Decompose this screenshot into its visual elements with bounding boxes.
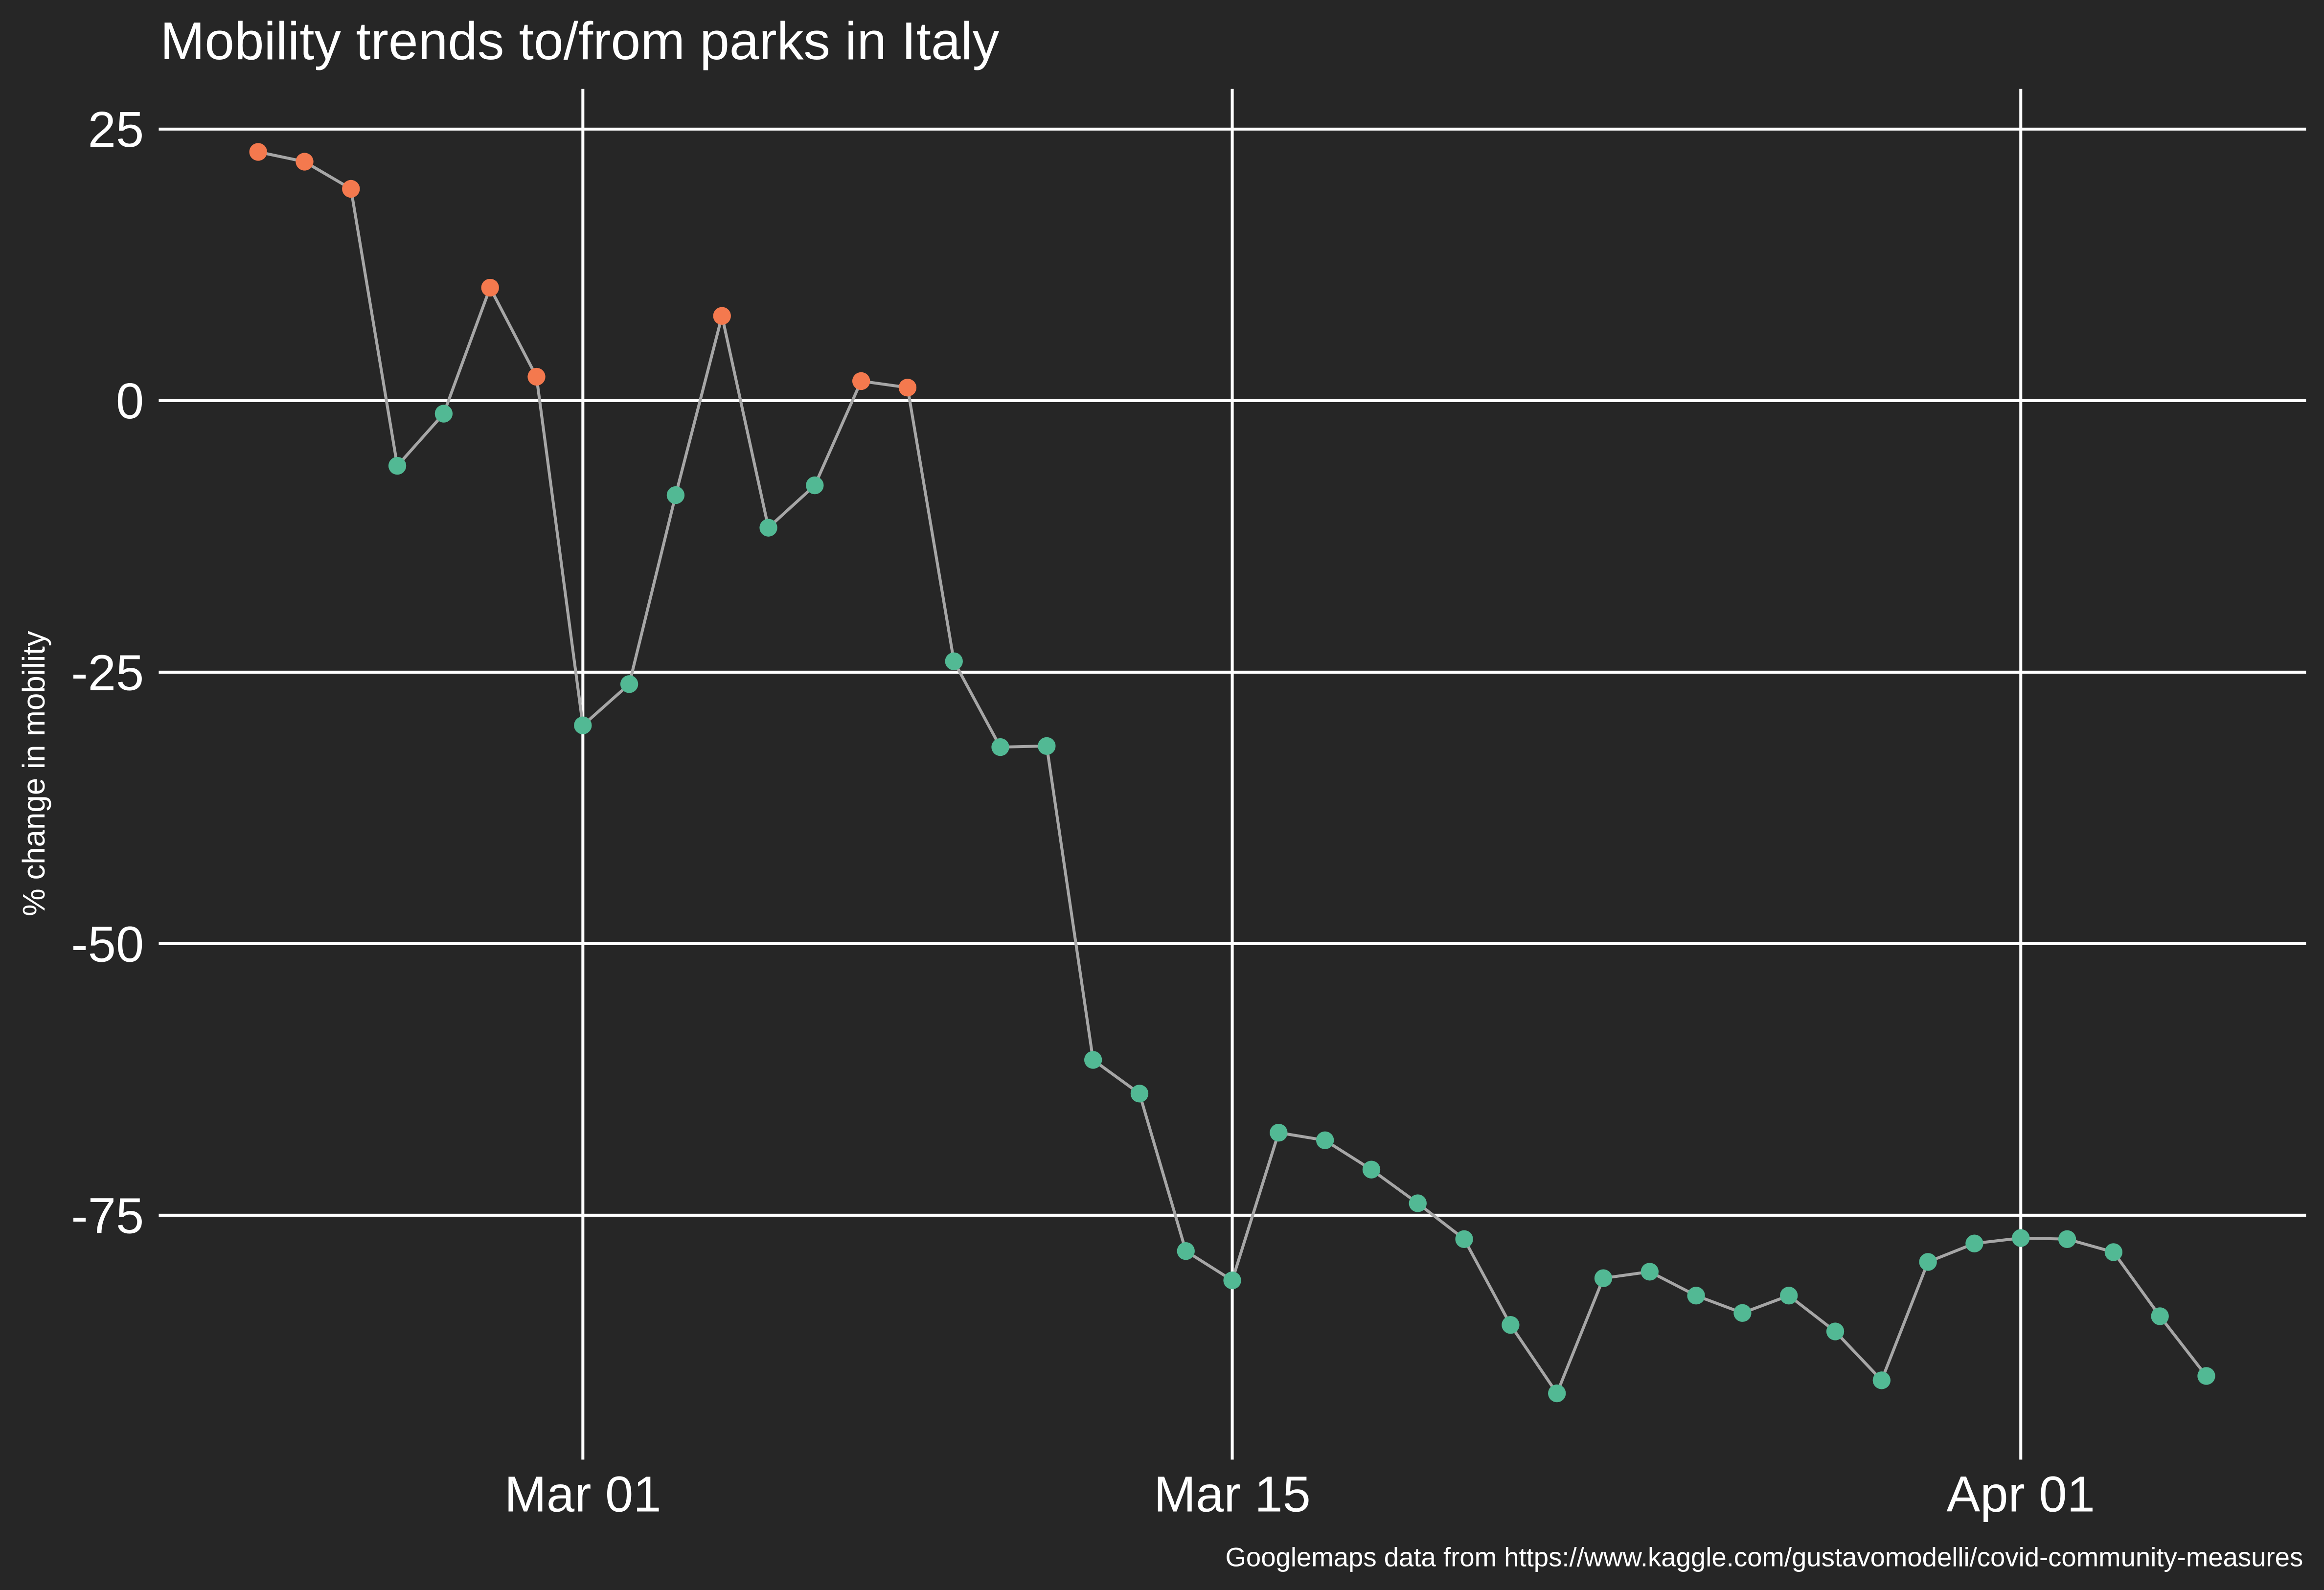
point (852, 372, 870, 390)
point (1270, 1124, 1288, 1142)
x-tick-label: Mar 01 (504, 1466, 661, 1522)
point (1594, 1269, 1613, 1287)
point (1502, 1316, 1520, 1334)
point (2151, 1307, 2169, 1325)
point (1130, 1085, 1149, 1103)
point (342, 180, 360, 198)
y-tick-label: 25 (88, 101, 144, 158)
y-axis-label: % change in mobility (17, 631, 51, 916)
chart-title: Mobility trends to/from parks in Italy (160, 11, 999, 71)
point (666, 486, 685, 504)
point (1872, 1371, 1891, 1389)
point (2058, 1230, 2076, 1248)
point (1362, 1160, 1381, 1179)
point (1455, 1230, 1473, 1248)
y-tick-label: -25 (71, 644, 144, 701)
point (1965, 1234, 1983, 1252)
point (574, 716, 592, 734)
point (434, 405, 453, 423)
point (1919, 1253, 1937, 1271)
point (2104, 1243, 2123, 1261)
point (2197, 1367, 2215, 1385)
point (945, 652, 963, 670)
point (713, 307, 731, 325)
x-tick-label: Apr 01 (1947, 1466, 2095, 1522)
y-tick-label: 0 (116, 373, 144, 429)
point (1687, 1287, 1705, 1305)
point (620, 675, 638, 693)
point (1409, 1194, 1427, 1212)
x-tick-label: Mar 15 (1154, 1466, 1310, 1522)
point (1733, 1304, 1752, 1322)
point (481, 278, 499, 297)
point (1548, 1384, 1566, 1403)
point (1780, 1287, 1798, 1305)
point (991, 738, 1009, 756)
point (1316, 1131, 1334, 1149)
point (1038, 737, 1056, 755)
point (898, 379, 917, 397)
point (249, 143, 267, 161)
point (2012, 1229, 2030, 1247)
y-tick-label: -75 (71, 1187, 144, 1244)
y-tick-label: -50 (71, 916, 144, 972)
point (1640, 1263, 1659, 1281)
point (1177, 1242, 1195, 1260)
point (806, 476, 824, 495)
point (1223, 1271, 1241, 1290)
point (1826, 1322, 1845, 1340)
point (1084, 1051, 1102, 1069)
point (296, 153, 314, 171)
point (527, 367, 546, 386)
caption: Googlemaps data from https://www.kaggle.… (1225, 1543, 2303, 1572)
point (388, 456, 407, 475)
point (759, 519, 777, 537)
